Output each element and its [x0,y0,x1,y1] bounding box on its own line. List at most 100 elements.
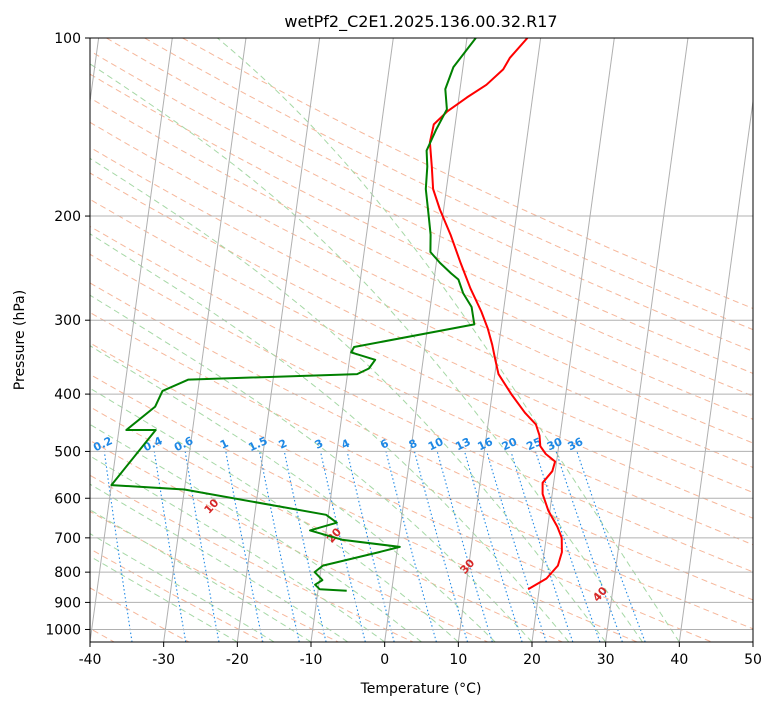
y-tick-label: 900 [54,595,81,611]
moist-adiabat-line [90,345,496,642]
dry-adiabat-label: 10 [202,496,222,516]
mixing-ratio-line [555,451,623,642]
y-tick-label: 700 [54,531,81,547]
moist-adiabat-line [90,157,607,642]
mixing-ratio-line [283,451,327,642]
x-tick-label: -10 [300,652,323,668]
isotherm-line [90,38,173,642]
y-tick-label: 500 [54,444,81,460]
mixing-ratio-line [258,451,300,642]
mixing-ratio-label: 16 [476,435,496,453]
mixing-ratio-label: 30 [545,435,565,453]
dry-adiabat-line [90,225,753,546]
isotherm-line [531,38,615,642]
isotherm-grid [90,38,753,642]
y-tick-label: 300 [54,313,81,329]
moist-adiabat-line [217,38,680,642]
moist-adiabat-line [90,555,238,642]
dry-adiabat-line [90,373,638,642]
mixing-ratio-label: 8 [407,437,419,452]
mixing-ratio-line [153,451,187,642]
dry-adiabat-line [90,172,753,494]
dry-adiabat-line [90,548,264,642]
x-tick-label: 10 [449,652,467,668]
moist-adiabats [90,38,680,642]
x-tick-label: 0 [380,652,389,668]
y-tick-label: 600 [54,491,81,507]
temperature-profile-line [428,38,563,591]
isotherm-line [678,97,753,642]
mixing-ratio-label: 4 [339,437,352,452]
isotherm-line [605,38,689,642]
isotherm-line [752,638,753,642]
moist-adiabat-line [90,455,385,642]
dry-adiabat-line [90,73,753,397]
mixing-ratio-label: 1 [218,437,230,452]
chart-title: wetPf2_C2E1.2025.136.00.32.R17 [284,12,557,32]
isotherm-line [384,38,468,642]
mixing-ratio-label: 10 [426,435,446,453]
dry-adiabat-line [106,38,753,352]
x-tick-label: 20 [523,652,541,668]
x-tick-label: -30 [152,652,175,668]
dry-adiabat-line [90,587,190,642]
x-tick-label: 30 [597,652,615,668]
y-tick-label: 100 [54,31,81,47]
mixing-ratio-label: 13 [453,435,472,453]
moist-adiabat-line [90,533,275,642]
mixing-ratio-line [535,451,601,642]
moist-adiabat-line [90,387,459,642]
sounding-profiles [110,38,563,592]
mixing-ratio-line [385,451,437,642]
dry-adiabat-line [90,198,753,519]
mixing-ratio-line [319,451,366,642]
mixing-ratio-label: 20 [500,435,520,453]
isotherm-line [457,38,542,642]
moist-adiabat-line [90,63,643,642]
moist-adiabat-line [90,509,312,642]
dry-adiabat-label: 30 [457,556,477,576]
mixing-ratio-label: 36 [566,435,586,453]
mixing-ratio-line [510,451,574,642]
dry-adiabat-line [90,406,563,642]
dry-adiabat-label: 0 [79,461,87,474]
y-axis-ticks: 100 200 300 400 500 600 700 800 900 1000 [45,31,90,638]
dry-adiabat-label: 40 [590,584,610,604]
x-axis-label: Temperature (°C) [360,681,482,697]
moist-adiabat-line [90,233,570,642]
mixing-ratio-line [413,451,469,642]
plot-area: -100-90-80-70-60-50-40-30-20-10010203040… [79,38,753,642]
dry-adiabat-line [90,50,753,374]
moist-adiabat-line [90,423,422,642]
mixing-ratio-line [464,451,523,642]
moist-adiabat-line [90,483,349,642]
isobar-grid [90,38,753,630]
y-axis-label: Pressure (hPa) [12,290,28,390]
x-tick-label: -40 [79,652,102,668]
mixing-ratio-line [225,451,264,642]
y-tick-label: 400 [54,387,81,403]
y-tick-label: 1000 [45,622,81,638]
plot-frame [89,37,754,643]
dewpoint-profile-line [110,38,477,592]
dry-adiabat-line [90,439,488,642]
x-tick-label: 40 [670,652,688,668]
x-tick-label: 50 [744,652,762,668]
mixing-ratio-line [486,451,547,642]
x-tick-label: -20 [226,652,249,668]
y-tick-label: 200 [54,209,81,225]
mixing-ratio-line [184,451,220,642]
y-tick-label: 800 [54,565,81,581]
mixing-ratio-line [576,451,646,642]
moist-adiabat-line [90,294,533,642]
dry-adiabat-line [90,342,712,642]
mixing-ratio-line [103,451,133,642]
x-axis-ticks: -40 -30 -20 -10 0 10 20 30 40 50 [79,642,762,668]
isotherm-line [310,38,394,642]
dry-adiabat-line [144,38,753,331]
dry-adiabat-line [90,510,339,642]
isotherm-line [236,38,321,642]
isotherm-line [90,38,100,106]
dry-adiabat-line [182,38,753,310]
